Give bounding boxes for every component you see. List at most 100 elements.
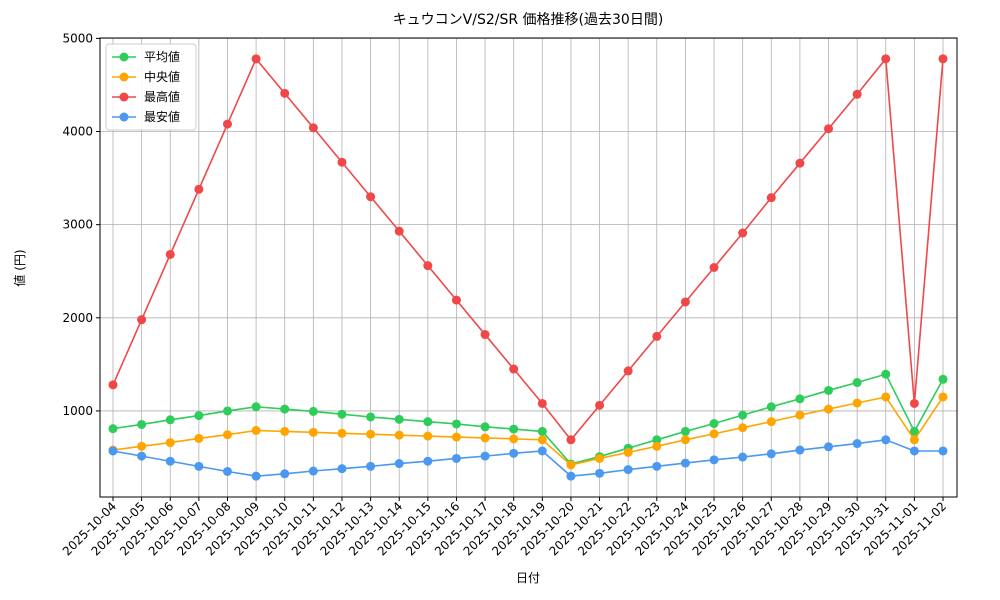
data-point [423, 431, 433, 441]
data-point [108, 424, 118, 434]
data-point [194, 461, 204, 471]
data-point [366, 461, 376, 471]
data-point [251, 402, 261, 412]
data-point [909, 446, 919, 456]
data-point [738, 410, 748, 420]
data-point [938, 392, 948, 402]
data-point [308, 406, 318, 416]
data-point [108, 380, 118, 390]
data-point [680, 297, 690, 307]
data-point [652, 331, 662, 341]
data-point [566, 460, 576, 470]
data-point [652, 441, 662, 451]
data-point [852, 378, 862, 388]
y-tick-label: 1000 [62, 404, 93, 418]
data-point [738, 228, 748, 238]
data-point [394, 430, 404, 440]
data-point [680, 458, 690, 468]
data-point [824, 124, 834, 134]
data-point [280, 469, 290, 479]
y-tick-label: 4000 [62, 125, 93, 139]
data-point [595, 468, 605, 478]
data-point [480, 422, 490, 432]
data-point [137, 451, 147, 461]
series-line [112, 438, 943, 477]
data-point [938, 446, 948, 456]
data-point [108, 446, 118, 456]
data-point [480, 330, 490, 340]
data-point [480, 451, 490, 461]
data-point [795, 158, 805, 168]
data-point [909, 398, 919, 408]
y-tick-label: 3000 [62, 218, 93, 232]
data-point [423, 417, 433, 427]
data-point [366, 429, 376, 439]
data-point [909, 435, 919, 445]
data-point [137, 419, 147, 429]
data-point [280, 88, 290, 98]
data-point [423, 456, 433, 466]
data-point [680, 435, 690, 445]
data-point [251, 54, 261, 64]
data-point [881, 435, 891, 445]
x-axis-label: 日付 [516, 571, 540, 585]
data-point [566, 435, 576, 445]
data-point [251, 471, 261, 481]
data-point [308, 466, 318, 476]
y-axis-label: 値 (円) [12, 249, 27, 286]
data-point [451, 419, 461, 429]
data-point [824, 442, 834, 452]
data-point [337, 464, 347, 474]
data-point [480, 433, 490, 443]
data-point [194, 433, 204, 443]
data-point [366, 412, 376, 422]
data-point [509, 448, 519, 458]
data-point [509, 424, 519, 434]
data-point [881, 392, 891, 402]
data-point [795, 445, 805, 455]
legend-label: 平均値 [144, 49, 180, 64]
data-point [623, 465, 633, 475]
data-point [738, 423, 748, 433]
data-point [394, 459, 404, 469]
legend-label: 最安値 [144, 109, 180, 124]
data-point [337, 428, 347, 438]
legend-label: 最高値 [144, 89, 180, 104]
data-point [709, 419, 719, 429]
legend-marker [119, 52, 129, 62]
chart-title: キュウコンV/S2/SR 価格推移(過去30日間) [393, 12, 664, 28]
data-point [623, 366, 633, 376]
data-point [881, 369, 891, 379]
data-point [194, 184, 204, 194]
data-point [222, 466, 232, 476]
data-point [595, 453, 605, 463]
data-point [337, 409, 347, 419]
data-point [795, 410, 805, 420]
data-point [795, 394, 805, 404]
data-point [566, 471, 576, 481]
data-point [881, 54, 891, 64]
data-point [766, 449, 776, 459]
data-point [308, 123, 318, 133]
data-point [451, 295, 461, 305]
data-point [938, 374, 948, 384]
series-line [112, 396, 944, 466]
legend-box [105, 43, 197, 131]
data-point [366, 192, 376, 202]
data-point [165, 456, 175, 466]
y-tick-label: 2000 [62, 311, 93, 325]
data-point [537, 398, 547, 408]
data-point [194, 411, 204, 421]
data-point [165, 438, 175, 448]
data-point [824, 385, 834, 395]
data-point [509, 364, 519, 374]
data-point [222, 406, 232, 416]
data-point [909, 426, 919, 436]
data-point [652, 435, 662, 445]
data-point [222, 119, 232, 129]
data-point [595, 400, 605, 410]
data-point [165, 249, 175, 259]
data-point [938, 54, 948, 64]
data-point [738, 452, 748, 462]
